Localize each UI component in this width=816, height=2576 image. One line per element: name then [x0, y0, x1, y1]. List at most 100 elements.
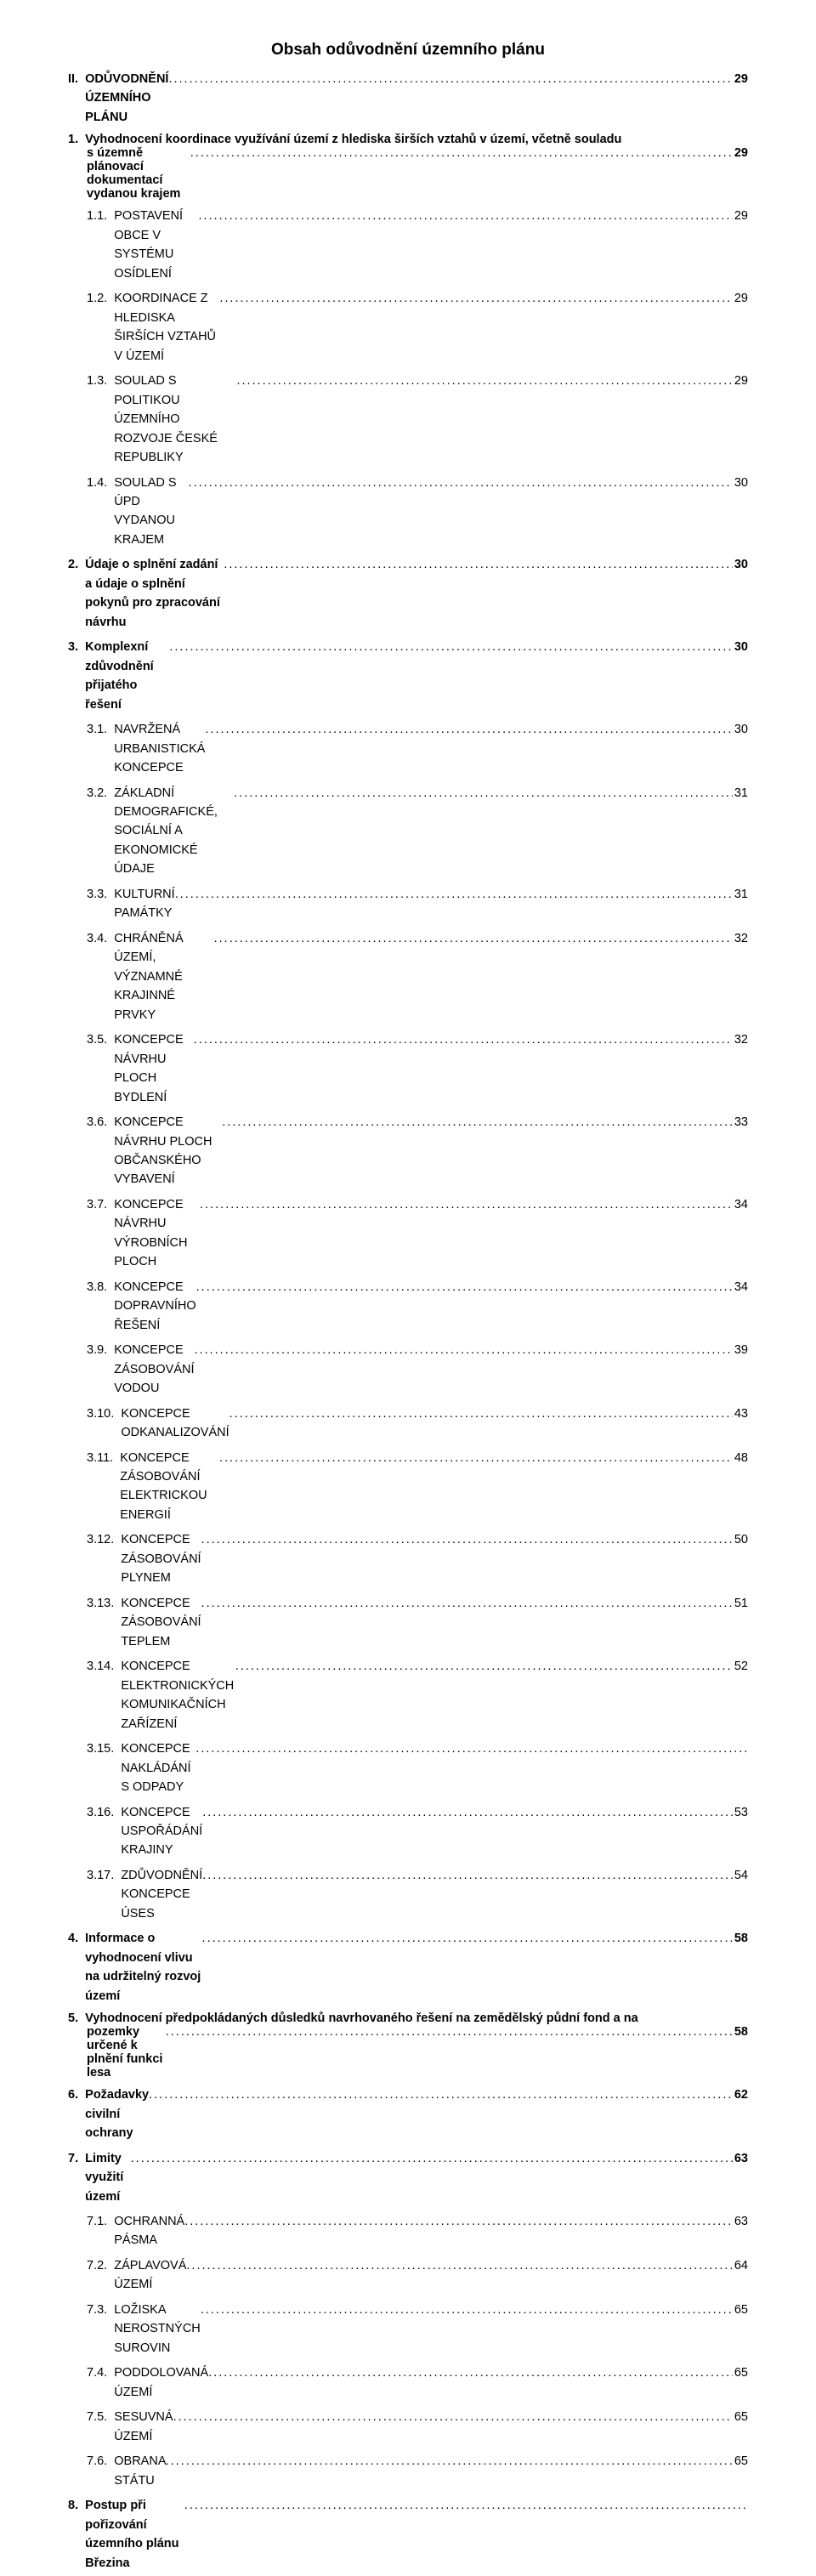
toc-leader-dots: ........................................… [219, 289, 733, 308]
toc-page: 32 [733, 1030, 748, 1049]
page-title: Obsah odůvodnění územního plánu [68, 41, 748, 60]
toc-text: LOŽISKA NEROSTNÝCH SUROVIN [114, 2301, 201, 2358]
toc-text: KONCEPCE ZÁSOBOVÁNÍ PLYNEM [121, 1530, 201, 1587]
toc-entry: 1. Vyhodnocení koordinace využívání územ… [68, 133, 748, 201]
toc-entry: 3.17. ZDŮVODNĚNÍ KONCEPCE ÚSES..........… [68, 1866, 748, 1923]
toc-label: 3.16. [87, 1803, 121, 1822]
toc-entry: 3.12. KONCEPCE ZÁSOBOVÁNÍ PLYNEM........… [68, 1530, 748, 1587]
toc-label: 3.8. [87, 1278, 114, 1297]
toc-label: 4. [68, 1929, 85, 1948]
toc-text: ODŮVODNĚNÍ ÚZEMNÍHO PLÁNU [85, 70, 168, 127]
toc-label: 8. [68, 2496, 85, 2515]
toc-entry: 1.2. KOORDINACE Z HLEDISKA ŠIRŠÍCH VZTAH… [68, 289, 748, 366]
toc-text: KONCEPCE NÁVRHU PLOCH OBČANSKÉHO VYBAVEN… [114, 1113, 222, 1189]
toc-leader-dots: ........................................… [198, 207, 732, 225]
toc-leader-dots: ........................................… [202, 1866, 733, 1885]
toc-leader-dots: ........................................… [196, 1278, 733, 1297]
toc-leader-dots: ........................................… [230, 1404, 733, 1423]
toc-leader-dots: ........................................… [222, 1113, 733, 1132]
toc-leader-dots: ........................................… [184, 2212, 733, 2231]
toc-label: 3.14. [87, 1657, 121, 1676]
toc-leader-dots: ........................................… [194, 1030, 733, 1049]
toc-page: 63 [733, 2212, 748, 2231]
toc-entry: 6. Požadavky civilní ochrany............… [68, 2085, 748, 2142]
toc-page: 31 [733, 885, 748, 904]
toc-leader-dots: ........................................… [214, 929, 733, 948]
toc-entry: 3.11. KONCEPCE ZÁSOBOVÁNÍ ELEKTRICKOU EN… [68, 1449, 748, 1525]
toc-label: 7.2. [87, 2256, 114, 2275]
toc-text: OBRANA STÁTU [114, 2452, 165, 2490]
toc-leader-dots: ........................................… [190, 146, 733, 160]
toc-text: KONCEPCE ELEKTRONICKÝCH KOMUNIKAČNÍCH ZA… [121, 1657, 235, 1733]
toc-label: 3.15. [87, 1739, 121, 1758]
toc-entry: 3.10. KONCEPCE ODKANALIZOVÁNÍ...........… [68, 1404, 748, 1443]
toc-page: 34 [733, 1278, 748, 1297]
toc-label: 5. [68, 2011, 85, 2025]
toc-entry: 3.3. KULTURNÍ PAMÁTKY...................… [68, 885, 748, 923]
toc-entry: 5. Vyhodnocení předpokládaných důsledků … [68, 2011, 748, 2080]
toc-page: 58 [733, 2025, 748, 2039]
toc-page: 33 [733, 1113, 748, 1132]
toc-label: 7.6. [87, 2452, 114, 2471]
toc-leader-dots: ........................................… [202, 1803, 733, 1822]
toc-leader-dots: ........................................… [219, 1449, 733, 1467]
toc-leader-dots: ........................................… [196, 1739, 746, 1758]
toc-text: Vyhodnocení koordinace využívání území z… [85, 133, 621, 146]
toc-entry: 3.1. NAVRŽENÁ URBANISTICKÁ KONCEPCE.....… [68, 720, 748, 777]
toc-entry: 1.1. POSTAVENÍ OBCE V SYSTÉMU OSÍDLENÍ..… [68, 207, 748, 283]
toc-entry: 2. Údaje o splnění zadání a údaje o spln… [68, 555, 748, 632]
toc-label: 3.4. [87, 929, 114, 948]
table-of-contents: II. ODŮVODNĚNÍ ÚZEMNÍHO PLÁNU...........… [68, 70, 748, 2576]
toc-leader-dots: ........................................… [184, 2496, 746, 2515]
toc-page: 48 [733, 1449, 748, 1467]
toc-entry: 8. Postup při pořizování územního plánu … [68, 2496, 748, 2573]
toc-label: 3.13. [87, 1594, 121, 1613]
toc-label: 1.3. [87, 372, 114, 390]
toc-entry: 1.4. SOULAD S ÚPD VYDANOU KRAJEM........… [68, 474, 748, 550]
toc-page: 29 [733, 372, 748, 390]
toc-entry: 7. Limity využití území.................… [68, 2149, 748, 2206]
toc-wrap-text: pozemky určené k plnění funkci lesa [87, 2025, 166, 2080]
toc-page: 34 [733, 1195, 748, 1214]
toc-text: KOORDINACE Z HLEDISKA ŠIRŠÍCH VZTAHŮ V Ú… [114, 289, 219, 366]
toc-entry: 7.1. OCHRANNÁ PÁSMA.....................… [68, 2212, 748, 2250]
toc-leader-dots: ........................................… [208, 2363, 733, 2382]
toc-page: 58 [733, 1929, 748, 1948]
toc-label: 1.1. [87, 207, 114, 225]
toc-text: KONCEPCE ZÁSOBOVÁNÍ VODOU [114, 1341, 194, 1398]
toc-label: 3.2. [87, 784, 114, 803]
toc-label: 3.10. [87, 1404, 121, 1423]
toc-text: KONCEPCE DOPRAVNÍHO ŘEŠENÍ [114, 1278, 196, 1335]
toc-leader-dots: ........................................… [195, 1341, 733, 1359]
toc-text: ZÁPLAVOVÁ ÚZEMÍ [114, 2256, 186, 2295]
toc-entry: 3.15. KONCEPCE NAKLÁDÁNÍ S ODPADY.......… [68, 1739, 748, 1796]
toc-leader-dots: ........................................… [173, 2408, 733, 2426]
toc-text: Limity využití území [85, 2149, 131, 2206]
toc-entry: 3.8. KONCEPCE DOPRAVNÍHO ŘEŠENÍ.........… [68, 1278, 748, 1335]
toc-label: 3.3. [87, 885, 114, 904]
toc-text: CHRÁNĚNÁ ÚZEMÍ, VÝZNAMNÉ KRAJINNÉ PRVKY [114, 929, 213, 1024]
toc-page: 29 [733, 289, 748, 308]
toc-text: ZDŮVODNĚNÍ KONCEPCE ÚSES [121, 1866, 202, 1923]
toc-label: 3.11. [87, 1449, 120, 1467]
toc-entry: 3.7. KONCEPCE NÁVRHU VÝROBNÍCH PLOCH....… [68, 1195, 748, 1272]
toc-label: 7.1. [87, 2212, 114, 2231]
toc-text: KONCEPCE NÁVRHU VÝROBNÍCH PLOCH [114, 1195, 200, 1272]
toc-text: KONCEPCE NAKLÁDÁNÍ S ODPADY [121, 1739, 196, 1796]
toc-entry: 3.5. KONCEPCE NÁVRHU PLOCH BYDLENÍ......… [68, 1030, 748, 1107]
toc-leader-dots: ........................................… [224, 555, 733, 574]
toc-page: 65 [733, 2363, 748, 2382]
toc-entry: 3.13. KONCEPCE ZÁSOBOVÁNÍ TEPLEM........… [68, 1594, 748, 1651]
toc-entry: 7.2. ZÁPLAVOVÁ ÚZEMÍ....................… [68, 2256, 748, 2295]
toc-entry: II. ODŮVODNĚNÍ ÚZEMNÍHO PLÁNU...........… [68, 70, 748, 127]
toc-leader-dots: ........................................… [235, 1657, 733, 1676]
toc-text: KONCEPCE ZÁSOBOVÁNÍ TEPLEM [121, 1594, 201, 1651]
toc-page: 30 [733, 720, 748, 739]
toc-leader-dots: ........................................… [166, 2452, 733, 2471]
toc-label: 2. [68, 555, 85, 574]
toc-text: KONCEPCE ZÁSOBOVÁNÍ ELEKTRICKOU ENERGIÍ [120, 1449, 219, 1525]
toc-label: 7. [68, 2149, 85, 2168]
toc-entry: 3.4. CHRÁNĚNÁ ÚZEMÍ, VÝZNAMNÉ KRAJINNÉ P… [68, 929, 748, 1024]
toc-label: 7.5. [87, 2408, 114, 2426]
toc-leader-dots: ........................................… [149, 2085, 733, 2104]
